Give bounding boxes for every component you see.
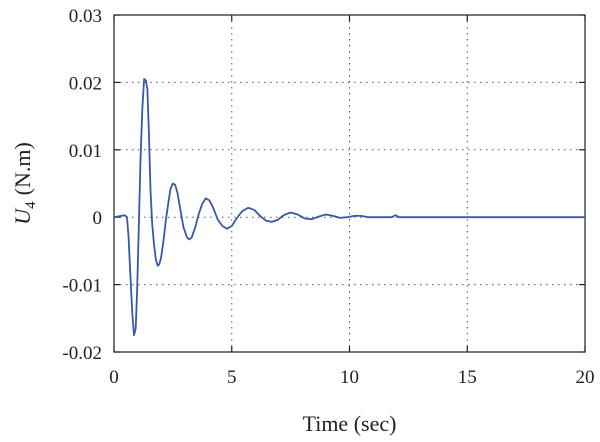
- x-axis-label: Time (sec): [303, 411, 397, 436]
- x-tick-label: 0: [109, 367, 119, 388]
- y-axis-label-subscript: 4: [23, 201, 39, 209]
- y-tick-label: 0.01: [69, 141, 102, 162]
- x-tick-label: 20: [576, 367, 595, 388]
- axis-ticks: [113, 14, 586, 353]
- series-line-u4: [113, 78, 585, 337]
- x-tick-labels: 0 5 10 15 20: [109, 367, 594, 388]
- y-axis-label-symbol: U: [10, 207, 35, 225]
- y-tick-label: -0.02: [62, 343, 102, 364]
- y-axis-label-unit: (N.m): [10, 142, 35, 195]
- x-tick-label: 10: [340, 367, 359, 388]
- y-tick-label: 0.02: [69, 73, 102, 94]
- y-tick-labels: -0.02 -0.01 0 0.01 0.02 0.03: [62, 6, 102, 364]
- y-tick-label: 0.03: [69, 6, 102, 27]
- grid: [114, 15, 585, 352]
- y-tick-label: -0.01: [62, 276, 102, 297]
- x-tick-label: 15: [458, 367, 477, 388]
- x-tick-label: 5: [227, 367, 237, 388]
- y-axis-label: U4 (N.m): [10, 142, 39, 225]
- y-tick-label: 0: [93, 208, 103, 229]
